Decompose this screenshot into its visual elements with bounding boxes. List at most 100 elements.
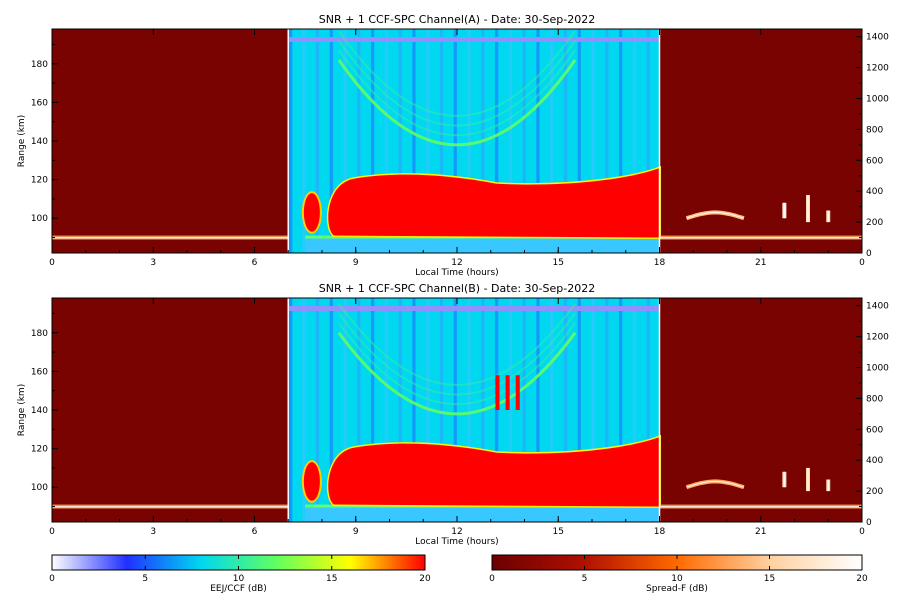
eej-layer [328, 168, 660, 238]
data-texture [536, 298, 539, 522]
spread-f-streak-core [783, 471, 786, 488]
data-texture [386, 29, 388, 253]
x-tick-label: 15 [553, 527, 564, 537]
data-texture [330, 29, 332, 253]
y-tick-label: 1200 [866, 333, 889, 343]
colorbar-tick-label: 20 [419, 574, 431, 584]
data-texture [442, 298, 444, 522]
data-texture [634, 298, 636, 522]
x-tick-label: 0 [49, 527, 55, 537]
data-texture [291, 29, 293, 253]
y-tick-label: 140 [31, 406, 48, 416]
data-texture [412, 298, 415, 522]
ccf-arc [338, 303, 576, 386]
data-texture [357, 29, 360, 253]
data-texture [290, 298, 292, 522]
data-texture [440, 298, 442, 522]
x-tick-label: 12 [451, 527, 462, 537]
data-texture [344, 298, 347, 522]
data-texture [537, 29, 539, 253]
data-texture [331, 29, 333, 253]
data-texture [564, 298, 566, 522]
data-texture [329, 29, 331, 253]
data-texture [357, 29, 359, 253]
chart-title: SNR + 1 CCF-SPC Channel(A) - Date: 30-Se… [319, 13, 595, 26]
data-texture [330, 298, 332, 522]
data-texture [509, 298, 511, 522]
data-texture [496, 29, 498, 253]
colorbar-tick-label: 15 [326, 574, 337, 584]
data-texture [302, 298, 304, 522]
data-texture [414, 298, 416, 522]
x-tick-label: 15 [553, 258, 564, 268]
colorbar-tick-label: 0 [49, 574, 55, 584]
x-tick-labels: 0 3 6 9 12 15 18 21 0 [49, 258, 865, 268]
y-tick-label: 800 [866, 125, 883, 135]
data-texture [357, 298, 360, 522]
data-texture [302, 298, 304, 522]
data-texture [304, 298, 306, 522]
colorbar-label: EEJ/CCF (dB) [210, 584, 267, 594]
data-texture [386, 298, 388, 522]
data-texture [345, 298, 347, 522]
data-texture [632, 298, 634, 522]
data-texture [566, 298, 568, 522]
colorbar-label: Spread-F (dB) [646, 584, 708, 594]
data-texture [495, 29, 497, 253]
y-tick-label: 200 [866, 218, 883, 228]
spread-f-streak-core [827, 210, 829, 223]
data-texture [607, 29, 609, 253]
data-texture [579, 298, 581, 522]
data-texture [550, 29, 552, 253]
data-texture [291, 298, 293, 522]
colorbar-tick-label: 15 [764, 574, 775, 584]
colorbar-spread-f: 0 5 10 15 20 Spread-F (dB) [489, 554, 868, 594]
data-texture [329, 298, 331, 522]
data-texture [633, 29, 635, 253]
data-texture [634, 298, 637, 522]
panel-channel-a: SNR + 1 CCF-SPC Channel(A) - Date: 30-Se… [17, 13, 889, 278]
ccf-arc [338, 30, 576, 117]
data-texture [591, 298, 593, 522]
x-axis-label: Local Time (hours) [415, 268, 498, 278]
y-tick-label: 0 [866, 249, 872, 259]
data-texture [634, 29, 637, 253]
data-texture [633, 298, 635, 522]
spread-f-streak-core [807, 467, 809, 492]
y-tick-label: 0 [866, 518, 872, 528]
y-tick-labels-right: 0 200 400 600 800 1000 1200 1400 [866, 33, 889, 259]
data-texture [398, 29, 400, 253]
top-band [288, 306, 660, 311]
data-texture [577, 29, 579, 253]
data-texture [634, 29, 636, 253]
data-texture [317, 298, 319, 522]
data-texture [400, 29, 402, 253]
data-texture [648, 29, 650, 253]
data-texture [317, 29, 319, 253]
colorbar-tick-label: 5 [142, 574, 148, 584]
x-tick-label: 3 [150, 527, 156, 537]
data-texture [468, 298, 471, 522]
x-axis-label: Local Time (hours) [415, 537, 498, 547]
data-texture [315, 29, 318, 253]
data-texture [536, 29, 538, 253]
data-texture [455, 29, 457, 253]
data-texture [371, 29, 373, 253]
data-texture [359, 29, 361, 253]
spread-f-echo-core [52, 506, 289, 508]
data-texture [385, 298, 387, 522]
data-texture [523, 298, 525, 522]
ccf-patch [495, 375, 500, 410]
data-texture [621, 298, 623, 522]
spread-f-streak-core [807, 195, 809, 223]
y-tick-label: 100 [31, 214, 48, 224]
ccf-arc [338, 322, 576, 406]
data-texture [305, 298, 307, 522]
data-texture [618, 29, 621, 253]
data-texture [579, 29, 581, 253]
y-axis-label: Range (km) [17, 115, 27, 167]
x-tick-label: 21 [755, 527, 766, 537]
data-texture [385, 29, 387, 253]
data-texture [536, 29, 539, 253]
y-tick-label: 180 [31, 329, 48, 339]
